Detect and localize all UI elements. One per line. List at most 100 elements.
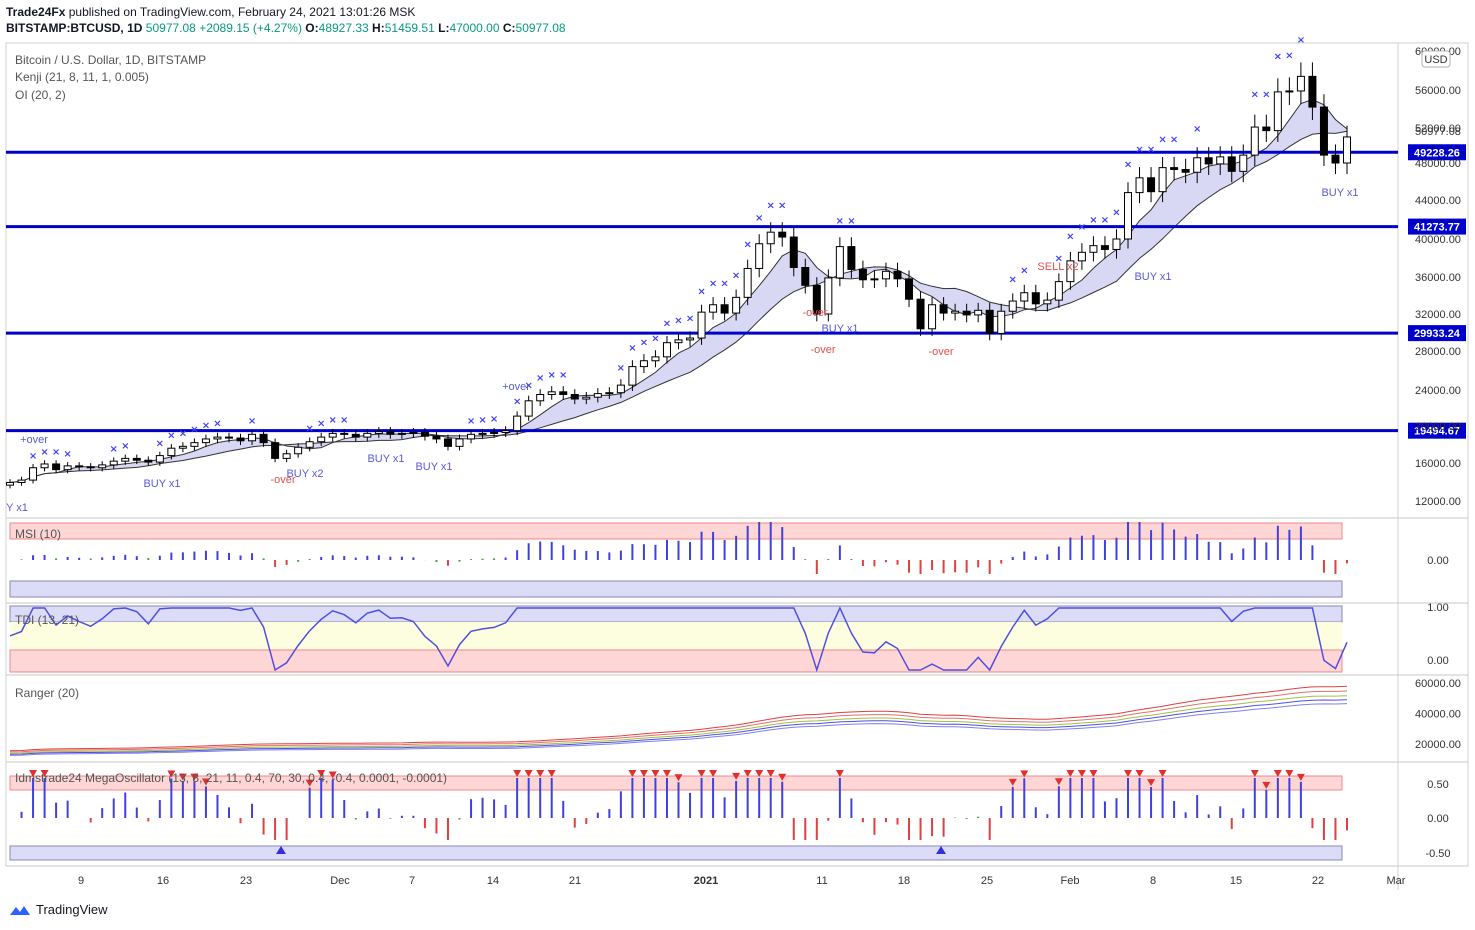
cross-marker: ×	[40, 447, 48, 458]
mega-sell-marker	[628, 770, 637, 777]
cross-marker: ×	[1020, 266, 1028, 277]
mega-sell-marker	[1135, 770, 1144, 777]
ranger-line	[9, 685, 1348, 752]
candle-up	[6, 481, 14, 486]
signal-annotation: -over	[270, 474, 295, 486]
candle-down	[1319, 106, 1328, 156]
candle-up	[697, 311, 706, 339]
time-tick: 16	[157, 875, 169, 887]
candle-up	[1193, 157, 1202, 173]
cross-marker: ×	[743, 239, 751, 250]
candle-up	[628, 366, 637, 386]
candle-up	[294, 446, 303, 455]
mega-sell-marker	[662, 770, 671, 777]
mega-sell-marker	[178, 773, 187, 781]
time-tick: 9	[78, 875, 84, 887]
msi-overbought-zone	[9, 522, 1343, 540]
mega-sell-marker	[755, 770, 764, 777]
mega-sell-marker	[167, 770, 176, 778]
ranger-line	[9, 695, 1348, 754]
signal-annotation: +over	[502, 381, 530, 393]
candle-down	[386, 431, 395, 435]
currency-badge	[1421, 50, 1451, 68]
price-tick: 40000.00	[1415, 234, 1461, 246]
cross-marker: ×	[686, 314, 694, 325]
mega-sell-marker	[513, 770, 522, 777]
mega-lower-zone	[9, 845, 1343, 861]
candle-up	[17, 479, 26, 483]
signal-annotation: -over	[802, 307, 827, 319]
cross-marker: ×	[1124, 160, 1132, 171]
mega-sell-marker	[201, 778, 210, 786]
signal-annotation: SELL x2	[1037, 261, 1078, 273]
ranger-tick: 60000.00	[1415, 678, 1461, 690]
tradingview-brand[interactable]: TradingView	[36, 902, 108, 917]
cross-marker: ×	[305, 424, 313, 435]
candle-down	[1308, 75, 1317, 108]
candle-up	[1285, 90, 1294, 93]
candle-up	[824, 277, 833, 315]
cross-marker: ×	[720, 278, 728, 289]
currency-badge-text: USD	[1424, 54, 1447, 66]
candle-up	[98, 464, 107, 469]
cross-marker: ×	[513, 397, 521, 408]
candle-up	[766, 231, 775, 245]
candle-up	[547, 391, 556, 395]
publisher-name[interactable]: Trade24Fx	[6, 5, 66, 19]
mega-sell-marker	[1008, 778, 1017, 786]
mega-tick: -0.50	[1425, 848, 1450, 860]
price-tick: 20000.00	[1415, 421, 1461, 433]
candle-up	[662, 342, 671, 358]
candle-up	[582, 396, 591, 400]
candle-up	[616, 384, 625, 394]
mega-sell-marker	[674, 774, 683, 782]
ranger-tick: 40000.00	[1415, 709, 1461, 721]
candle-up	[178, 445, 187, 449]
candle-down	[75, 465, 84, 468]
candle-up	[328, 432, 337, 438]
mega-sell-marker	[1124, 770, 1133, 777]
cross-marker: ×	[617, 363, 625, 374]
candle-up	[374, 431, 383, 434]
cross-marker: ×	[121, 441, 129, 452]
candle-up	[305, 441, 314, 448]
cross-marker: ×	[1147, 145, 1155, 156]
price-tick: 16000.00	[1415, 458, 1461, 470]
indicator-legend: Kenji (21, 8, 11, 1, 0.005)	[15, 70, 149, 84]
signal-annotation: BUY x2	[286, 468, 323, 480]
mega-label: Idmstrade24 MegaOscillator (13, 8, 21, 1…	[15, 771, 447, 785]
publish-line: Trade24Fx published on TradingView.com, …	[6, 4, 566, 20]
candle-up	[524, 400, 533, 417]
candle-down	[443, 438, 452, 447]
candle-up	[1112, 238, 1121, 250]
time-tick: 21	[569, 875, 581, 887]
cross-marker: ×	[1158, 134, 1166, 145]
high-label: H:	[372, 21, 385, 35]
signal-annotation: BUY x1	[143, 478, 180, 490]
mega-sell-marker	[29, 770, 38, 777]
cross-marker: ×	[1078, 222, 1086, 233]
candle-up	[870, 278, 879, 281]
candle-down	[1331, 154, 1340, 164]
cross-marker: ×	[317, 419, 325, 430]
candle-up	[835, 246, 844, 279]
cross-marker: ×	[663, 319, 671, 330]
level-label: 29933.24	[1414, 328, 1461, 340]
candle-up	[686, 337, 695, 341]
candle-up	[1008, 300, 1017, 312]
candle-up	[974, 309, 983, 316]
tradingview-logo-icon	[10, 905, 30, 915]
cross-marker: ×	[52, 447, 60, 458]
cross-marker: ×	[548, 370, 556, 381]
mega-sell-marker	[1158, 770, 1167, 777]
candle-up	[639, 360, 648, 368]
candle-up	[501, 430, 510, 433]
mega-sell-marker	[766, 770, 775, 777]
time-tick: Feb	[1061, 875, 1080, 887]
time-tick: 22	[1312, 875, 1324, 887]
cross-marker: ×	[248, 416, 256, 427]
kenji-slow-line	[9, 130, 1348, 483]
signal-annotation: +over	[20, 434, 48, 446]
candle-up	[732, 296, 741, 314]
